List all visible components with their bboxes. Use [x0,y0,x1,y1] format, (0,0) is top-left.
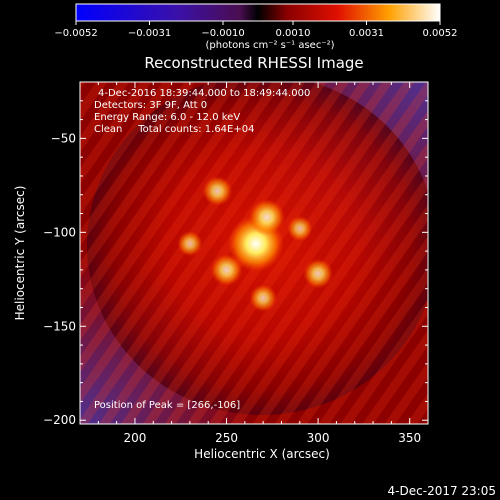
colorbar-tick-label: −0.0031 [128,28,171,39]
source-blob [210,254,243,286]
x-tick-label: 200 [123,431,146,445]
source-blob [177,231,203,257]
annotation-detectors: Detectors: 3F 9F, Att 0 [94,100,207,111]
y-tick-label: −200 [43,413,76,427]
x-tick-label: 250 [215,431,238,445]
source-blob [287,215,313,242]
x-tick-label: 350 [398,431,421,445]
colorbar-tick-label: 0.0031 [349,28,384,39]
source-blob [202,176,233,206]
peak-position-label: Position of Peak = [266,-106] [94,400,240,411]
y-axis-label: Heliocentric Y (arcsec) [13,186,27,321]
annotation-time-range: 4-Dec-2016 18:39:44.000 to 18:49:44.000 [98,88,310,99]
colorbar-tick-label: −0.0052 [54,28,97,39]
y-tick-label: −100 [43,225,76,239]
source-blobs [177,176,333,312]
colorbar-tick-label: −0.0010 [201,28,244,39]
colorbar: −0.0052 −0.0031 −0.0010 0.0010 0.0031 0.0052 … [54,3,458,51]
footer-timestamp: 4-Dec-2017 23:05 [388,484,496,498]
annotation-clean-counts: Clean Total counts: 1.64E+04 [94,124,254,135]
y-tick-label: −50 [51,131,76,145]
x-tick-label: 300 [307,431,330,445]
y-tick-label: −150 [43,319,76,333]
chart-title: Reconstructed RHESSI Image [144,54,363,72]
x-axis-label: Heliocentric X (arcsec) [194,447,330,461]
heatmap-image [80,82,428,424]
source-blob [248,199,285,236]
colorbar-units-label: (photons cm⁻² s⁻¹ asec⁻²) [205,40,334,51]
colorbar-tick-label: 0.0010 [276,28,311,39]
y-axis: −50 −100 −150 −200 [43,100,428,427]
image-annotations: 4-Dec-2016 18:39:44.000 to 18:49:44.000 … [94,88,310,411]
x-axis: 200 250 300 350 [97,82,421,445]
source-blob [249,284,277,312]
plot-frame [79,81,429,425]
source-blob [303,258,333,289]
annotation-energy-range: Energy Range: 6.0 - 12.0 keV [94,112,240,123]
colorbar-ticks: −0.0052 −0.0031 −0.0010 0.0010 0.0031 0.0052 [54,21,458,39]
colorbar-tick-label: 0.0052 [423,28,458,39]
colorbar-gradient [75,3,441,22]
